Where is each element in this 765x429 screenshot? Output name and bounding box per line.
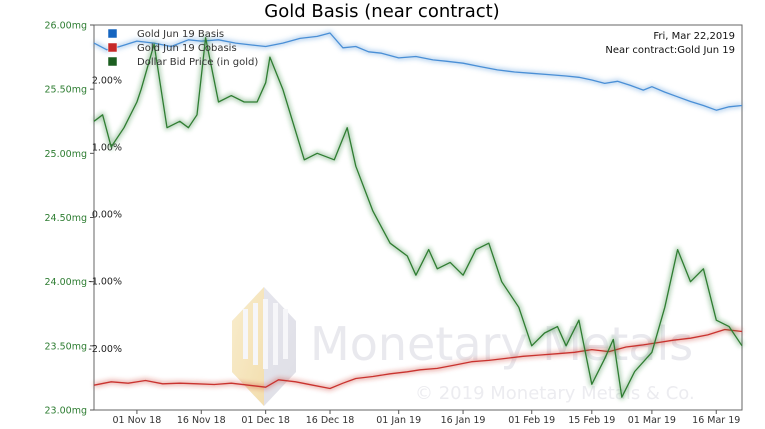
legend-label: Gold Jun 19 Cobasis	[137, 43, 237, 54]
legend: Gold Jun 19 Basis Gold Jun 19 Cobasis Doll…	[107, 28, 258, 68]
dollar-price-line	[93, 37, 743, 398]
watermark-logo-icon	[232, 287, 296, 406]
left-tick-label: 23.00mg	[45, 406, 87, 417]
percent-tick-label: 0.00%	[92, 210, 122, 221]
x-tick-label: 15 Feb 19	[568, 415, 615, 425]
watermark-copyright: © 2019 Monetary Metals & Co.	[415, 383, 695, 404]
left-tick-label: 24.00mg	[45, 277, 87, 288]
legend-swatch	[107, 56, 118, 67]
x-tick-label: 16 Nov 18	[177, 415, 226, 425]
percent-tick-label: -2.00%	[88, 344, 122, 355]
left-tick-label: 23.50mg	[45, 341, 87, 352]
watermark-brand: Monetary Metals	[310, 317, 693, 371]
legend-swatch	[107, 28, 118, 39]
x-tick-label: 01 Nov 18	[113, 415, 162, 425]
left-tick-label: 25.00mg	[45, 149, 87, 160]
legend-swatch	[107, 42, 118, 53]
percent-tick-label: -1.00%	[88, 277, 122, 288]
x-tick-label: 01 Jan 19	[376, 415, 421, 425]
x-axis: 01 Nov 18 16 Nov 18 01 Dec 18 16 Dec 18 01 J…	[113, 410, 740, 426]
cobasis-line	[93, 328, 743, 390]
x-tick-label: 16 Dec 18	[306, 415, 355, 425]
legend-label: Dollar Bid Price (in gold)	[137, 57, 258, 68]
left-tick-label: 26.00mg	[45, 21, 87, 32]
percent-tick-label: 2.00%	[92, 76, 122, 87]
series-layer	[92, 30, 745, 400]
left-tick-label: 24.50mg	[45, 213, 87, 224]
x-tick-label: 01 Mar 19	[628, 415, 676, 425]
info-date: Fri, Mar 22,2019	[653, 31, 735, 42]
x-tick-label: 01 Feb 19	[508, 415, 555, 425]
x-tick-label: 16 Mar 19	[692, 415, 740, 425]
x-tick-label: 01 Dec 18	[241, 415, 290, 425]
legend-label: Gold Jun 19 Basis	[137, 29, 224, 40]
left-axis: 26.00mg 25.50mg 25.00mg 24.50mg 24.00mg 23.50…	[45, 21, 94, 417]
percent-tick-label: 1.00%	[92, 143, 122, 154]
right-axis: 2.00% 1.00% 0.00% -1.00% -2.00%	[88, 76, 122, 355]
x-tick-label: 16 Jan 19	[441, 415, 486, 425]
left-tick-label: 25.50mg	[45, 85, 87, 96]
info-contract: Near contract:Gold Jun 19	[605, 45, 735, 56]
chart-title: Gold Basis (near contract)	[264, 1, 499, 22]
